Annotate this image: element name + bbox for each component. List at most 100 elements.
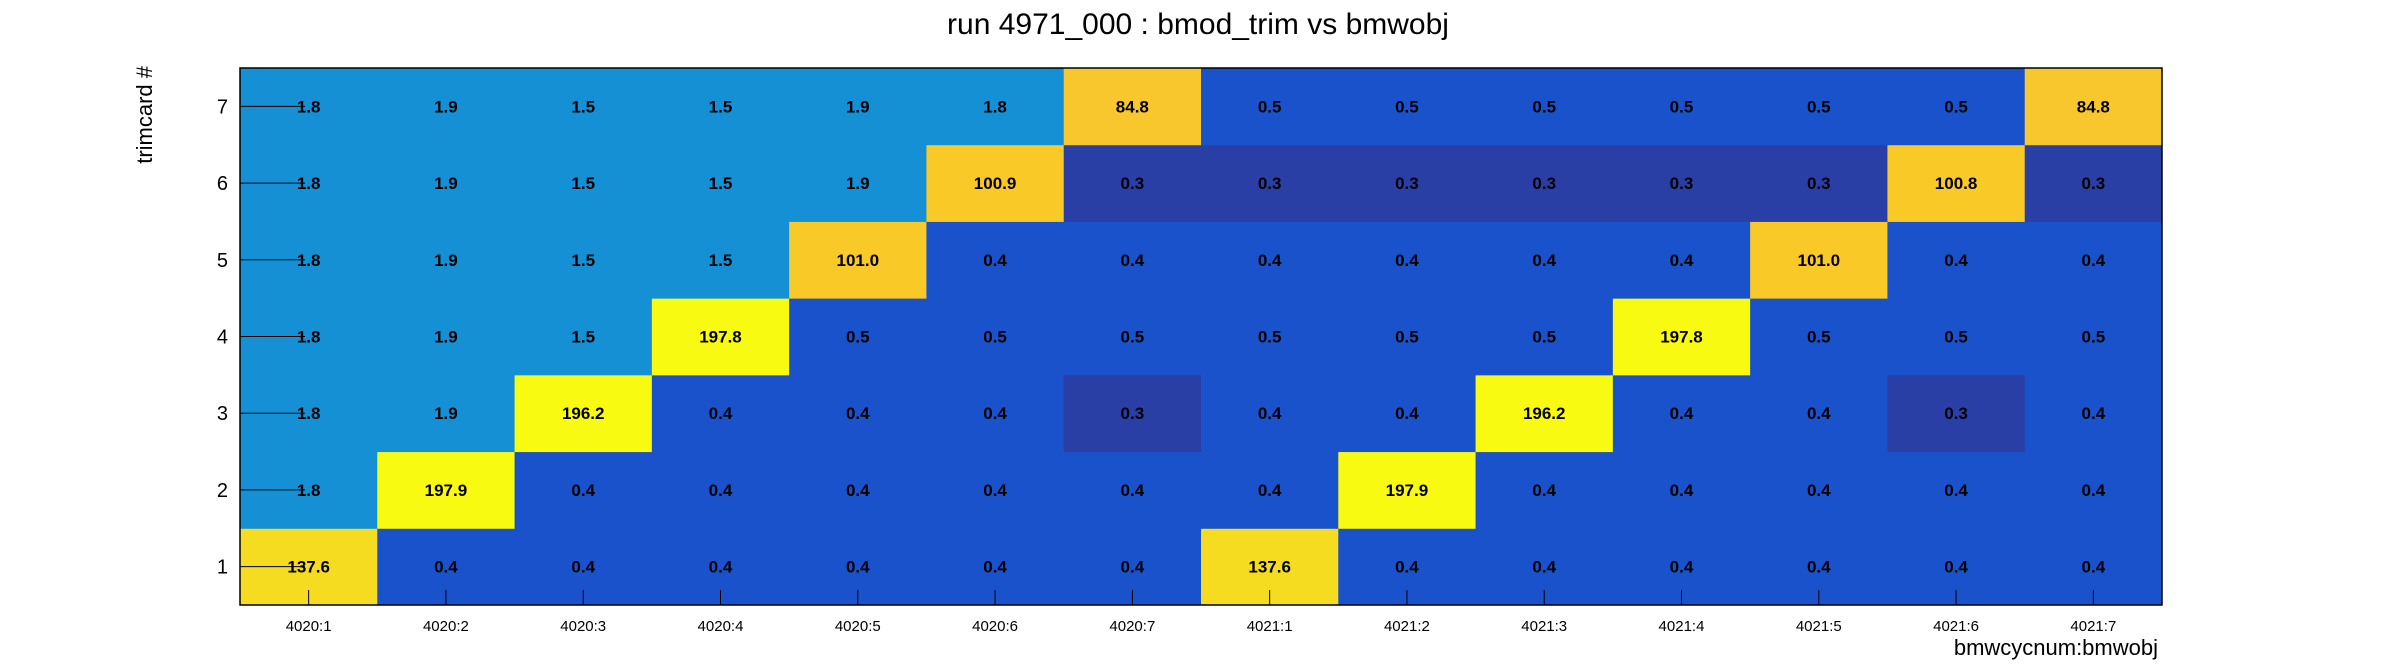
heatmap-cell [377, 451, 516, 529]
cell-value-label: 0.4 [2082, 251, 2106, 270]
heatmap-cell [1201, 221, 1339, 299]
heatmap-cell [2024, 221, 2163, 299]
x-tick-label: 4021:2 [1384, 618, 1430, 635]
heatmap-cell [789, 374, 927, 453]
cell-value-label: 0.4 [983, 251, 1007, 270]
heatmap-cell [1750, 374, 1888, 453]
y-tick-label: 7 [217, 96, 228, 118]
cell-value-label: 0.3 [1121, 174, 1145, 193]
cell-value-label: 0.4 [1121, 558, 1145, 577]
heatmap-cell [2024, 374, 2163, 453]
cell-value-label: 0.3 [2082, 174, 2106, 193]
cell-value-label: 0.4 [1258, 251, 1282, 270]
cell-value-label: 0.4 [1395, 558, 1419, 577]
x-tick-label: 4020:5 [835, 618, 881, 635]
cell-value-label: 0.3 [1258, 174, 1282, 193]
cell-value-label: 0.4 [846, 404, 870, 423]
heatmap-cell [1063, 221, 1202, 299]
heatmap-cell [377, 144, 516, 222]
heatmap-cell [1063, 68, 1202, 146]
x-tick-label: 4020:4 [698, 618, 744, 635]
heatmap-cell [1475, 298, 1614, 376]
cell-value-label: 0.5 [1944, 97, 1968, 116]
cell-value-label: 0.4 [1121, 251, 1145, 270]
cell-value-label: 0.3 [1807, 174, 1831, 193]
cell-value-label: 0.5 [1121, 328, 1145, 347]
heatmap-cell [1338, 68, 1477, 146]
heatmap-cell [2024, 298, 2163, 376]
cell-value-label: 0.4 [434, 558, 458, 577]
cell-value-label: 137.6 [287, 558, 330, 577]
heatmap-cell [651, 374, 790, 453]
cell-value-label: 1.8 [297, 404, 321, 423]
heatmap-cell [377, 221, 516, 299]
cell-value-label: 196.2 [1523, 404, 1566, 423]
heatmap-cell [789, 298, 927, 376]
heatmap-cell [514, 451, 653, 529]
heatmap-cell [1887, 68, 2026, 146]
cell-value-label: 0.5 [1670, 97, 1694, 116]
cell-value-label: 197.8 [699, 328, 742, 347]
cell-value-label: 197.9 [425, 481, 468, 500]
y-tick-label: 1 [217, 557, 228, 579]
heatmap-cell [651, 68, 790, 146]
cell-value-label: 1.5 [571, 251, 595, 270]
x-tick-label: 4021:1 [1247, 618, 1293, 635]
heatmap-cell [1063, 451, 1202, 529]
heatmap-cell [2024, 451, 2163, 529]
cell-value-label: 0.4 [2082, 404, 2106, 423]
cell-value-label: 1.5 [571, 174, 595, 193]
heatmap-cell [514, 374, 653, 453]
y-tick-label: 5 [217, 250, 228, 272]
cell-value-label: 0.4 [709, 481, 733, 500]
cell-value-label: 0.5 [1258, 328, 1282, 347]
heatmap-cell [1338, 221, 1477, 299]
cell-value-label: 1.5 [709, 251, 733, 270]
x-tick-label: 4021:7 [2070, 618, 2116, 635]
cell-value-label: 0.4 [1532, 251, 1556, 270]
cell-value-label: 1.8 [297, 251, 321, 270]
cell-value-label: 0.4 [1670, 404, 1694, 423]
cell-value-label: 0.4 [846, 558, 870, 577]
heatmap-cell [1201, 298, 1339, 376]
heatmap-cell [1063, 144, 1202, 222]
cell-value-label: 0.5 [1807, 97, 1831, 116]
heatmap-cell [1612, 68, 1751, 146]
cell-value-label: 0.5 [1807, 328, 1831, 347]
cell-value-label: 1.9 [434, 404, 458, 423]
heatmap-cell [1338, 451, 1477, 529]
cell-value-label: 1.9 [846, 97, 870, 116]
heatmap-cell [1750, 68, 1888, 146]
heatmap-cell [514, 298, 653, 376]
heatmap-cell [1612, 298, 1751, 376]
cell-value-label: 0.4 [1258, 481, 1282, 500]
cell-value-label: 0.5 [1395, 328, 1419, 347]
heatmap-cell [926, 451, 1065, 529]
x-tick-label: 4020:1 [286, 618, 332, 635]
cell-value-label: 0.4 [2082, 481, 2106, 500]
cell-value-label: 0.4 [709, 558, 733, 577]
cell-value-label: 0.4 [571, 558, 595, 577]
heatmap-cell [1201, 451, 1339, 529]
cell-value-label: 0.3 [1395, 174, 1419, 193]
chart-title: run 4971_000 : bmod_trim vs bmwobj [947, 8, 1449, 41]
cell-value-label: 0.4 [1532, 558, 1556, 577]
heatmap-cell [1475, 144, 1614, 222]
cell-value-label: 1.8 [983, 97, 1007, 116]
heatmap-cell [926, 298, 1065, 376]
heatmap-cell [1201, 68, 1339, 146]
heatmap-cell [789, 144, 927, 222]
cell-value-label: 0.5 [1258, 97, 1282, 116]
heatmap-cell [789, 68, 927, 146]
cell-value-label: 137.6 [1248, 558, 1291, 577]
heatmap-cell [1063, 298, 1202, 376]
cell-value-label: 197.9 [1386, 481, 1429, 500]
y-tick-label: 4 [217, 327, 228, 349]
heatmap-cell [514, 144, 653, 222]
cell-value-label: 0.4 [1670, 251, 1694, 270]
y-axis-title: trimcard # [132, 65, 157, 164]
cell-value-label: 196.2 [562, 404, 605, 423]
cell-value-label: 0.4 [983, 404, 1007, 423]
cell-value-label: 1.8 [297, 328, 321, 347]
cell-value-label: 101.0 [1798, 251, 1841, 270]
